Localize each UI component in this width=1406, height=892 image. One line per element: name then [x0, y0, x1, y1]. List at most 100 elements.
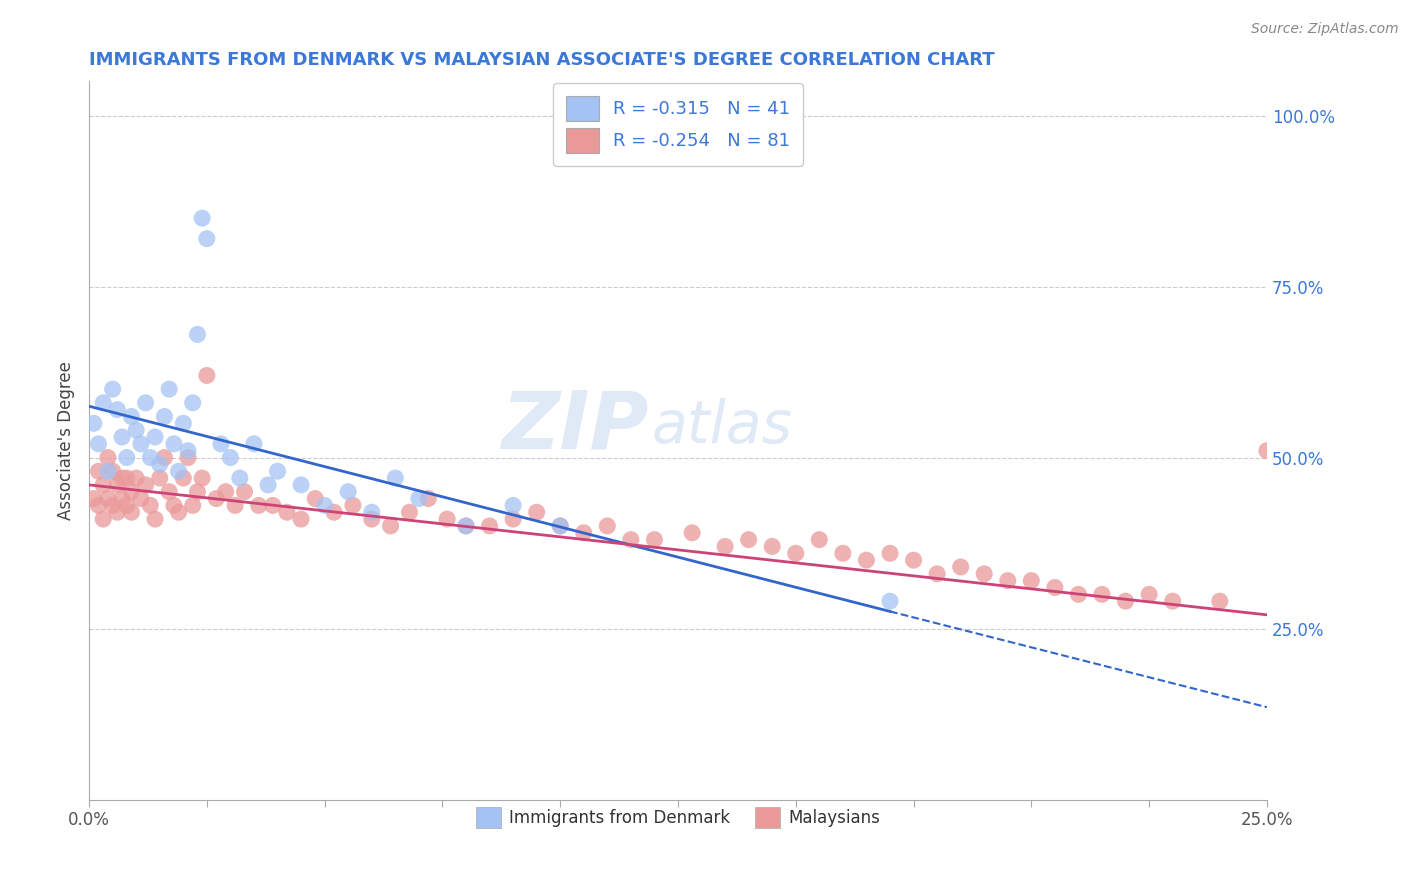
Point [1043, 581, 1066, 595]
Point [101, 382, 124, 396]
Point [1161, 594, 1184, 608]
Point [191, 211, 214, 226]
Point [1209, 594, 1232, 608]
Point [149, 458, 172, 472]
Point [181, 396, 204, 410]
Point [186, 484, 208, 499]
Point [276, 505, 298, 519]
Point [454, 519, 477, 533]
Point [153, 450, 176, 465]
Point [903, 553, 925, 567]
Point [87, 499, 110, 513]
Point [139, 450, 162, 465]
Point [111, 491, 134, 506]
Point [129, 437, 152, 451]
Point [360, 512, 382, 526]
Point [97, 464, 120, 478]
Point [101, 499, 124, 513]
Point [643, 533, 665, 547]
Point [91, 512, 114, 526]
Point [115, 471, 138, 485]
Point [418, 491, 440, 506]
Point [97, 450, 120, 465]
Point [526, 505, 548, 519]
Point [737, 533, 759, 547]
Point [714, 540, 737, 554]
Point [205, 491, 228, 506]
Point [572, 525, 595, 540]
Point [111, 430, 134, 444]
Point [927, 566, 949, 581]
Point [209, 437, 232, 451]
Point [139, 499, 162, 513]
Point [323, 505, 346, 519]
Point [143, 430, 166, 444]
Point [87, 464, 110, 478]
Point [195, 368, 218, 383]
Point [129, 491, 152, 506]
Point [153, 409, 176, 424]
Point [111, 471, 134, 485]
Point [135, 396, 157, 410]
Point [548, 519, 571, 533]
Point [808, 533, 831, 547]
Point [83, 491, 105, 506]
Point [115, 450, 138, 465]
Point [247, 499, 270, 513]
Point [101, 464, 124, 478]
Point [949, 560, 972, 574]
Point [125, 423, 148, 437]
Point [177, 443, 200, 458]
Point [115, 499, 138, 513]
Point [1137, 587, 1160, 601]
Point [855, 553, 877, 567]
Text: Source: ZipAtlas.com: Source: ZipAtlas.com [1251, 22, 1399, 37]
Point [121, 409, 143, 424]
Point [384, 471, 406, 485]
Point [97, 491, 120, 506]
Point [502, 512, 524, 526]
Point [177, 450, 200, 465]
Point [121, 484, 143, 499]
Point [243, 437, 266, 451]
Point [163, 437, 186, 451]
Point [87, 437, 110, 451]
Point [408, 491, 430, 506]
Point [596, 519, 619, 533]
Point [181, 499, 204, 513]
Point [548, 519, 571, 533]
Point [163, 499, 186, 513]
Point [105, 478, 128, 492]
Point [380, 519, 402, 533]
Point [135, 478, 157, 492]
Point [105, 505, 128, 519]
Point [143, 512, 166, 526]
Point [314, 499, 336, 513]
Point [167, 464, 190, 478]
Point [398, 505, 420, 519]
Point [105, 402, 128, 417]
Point [224, 499, 246, 513]
Point [219, 450, 242, 465]
Point [172, 471, 194, 485]
Point [831, 546, 853, 560]
Legend: Immigrants from Denmark, Malaysians: Immigrants from Denmark, Malaysians [470, 801, 887, 834]
Point [257, 478, 280, 492]
Text: IMMIGRANTS FROM DENMARK VS MALAYSIAN ASSOCIATE'S DEGREE CORRELATION CHART: IMMIGRANTS FROM DENMARK VS MALAYSIAN ASS… [89, 51, 994, 69]
Point [973, 566, 995, 581]
Point [1067, 587, 1090, 601]
Point [290, 512, 312, 526]
Point [215, 484, 238, 499]
Point [337, 484, 360, 499]
Point [879, 594, 901, 608]
Point [121, 505, 143, 519]
Point [229, 471, 252, 485]
Point [1021, 574, 1043, 588]
Point [290, 478, 312, 492]
Point [266, 464, 288, 478]
Point [172, 417, 194, 431]
Point [149, 471, 172, 485]
Point [1256, 443, 1278, 458]
Point [157, 382, 180, 396]
Text: ZIP: ZIP [501, 387, 648, 465]
